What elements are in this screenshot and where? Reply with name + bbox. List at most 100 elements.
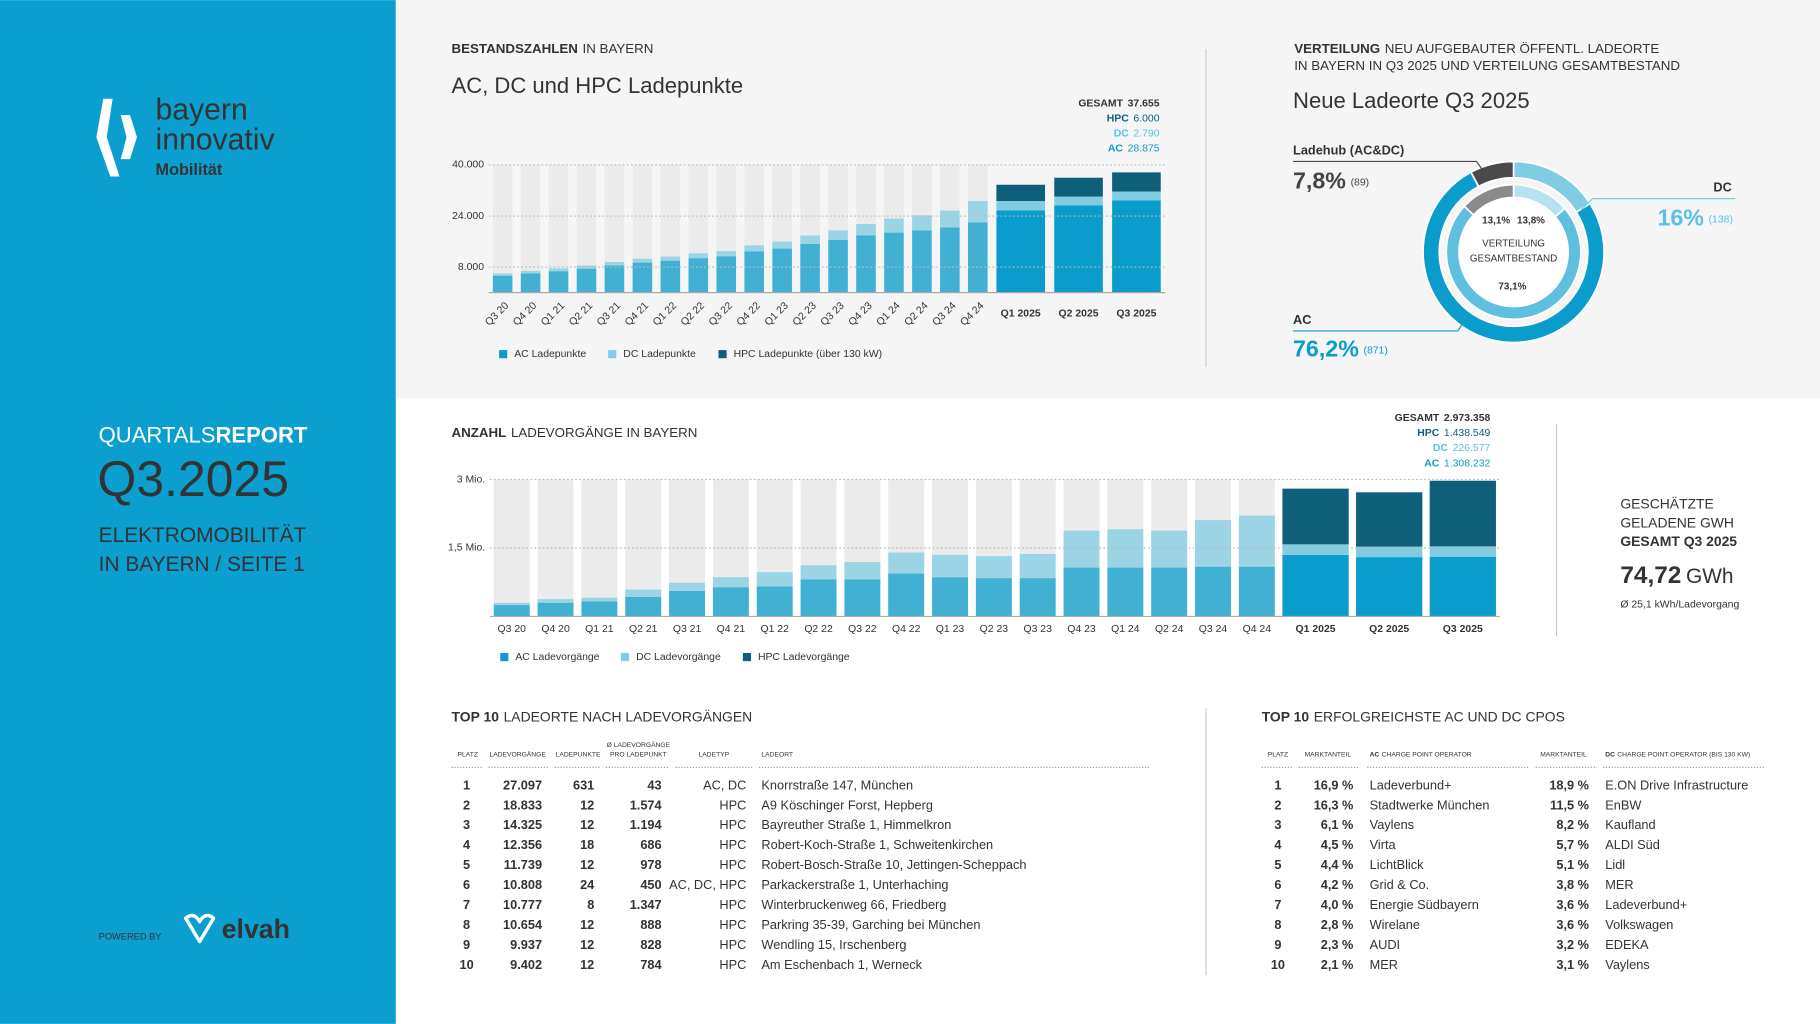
table-cell: HPC bbox=[719, 797, 746, 812]
table-cell: 9.937 bbox=[510, 937, 542, 952]
table-cell: 5 bbox=[1274, 857, 1281, 872]
pie-segment bbox=[1462, 183, 1515, 217]
chart-heading: VERTEILUNG NEU AUFGEBAUTER ÖFFENTL. LADEO… bbox=[1294, 40, 1659, 55]
table-cell: 4,2 % bbox=[1321, 877, 1354, 892]
chart-heading: IN BAYERN IN Q3 2025 UND VERTEILUNG GESA… bbox=[1294, 58, 1680, 73]
chart-heading-part: ANZAHL bbox=[452, 425, 507, 440]
table-cell: Robert-Bosch-Straße 10, Jettingen-Schepp… bbox=[761, 857, 1026, 872]
table-cell: 6 bbox=[1274, 877, 1281, 892]
table-cell: 18,9 % bbox=[1549, 777, 1589, 792]
bar-segment bbox=[772, 248, 792, 293]
table-cell: E.ON Drive Infrastructure bbox=[1605, 777, 1748, 792]
bar-segment bbox=[1112, 200, 1161, 293]
bar-segment bbox=[604, 261, 625, 266]
bar-segment bbox=[1356, 492, 1423, 547]
bar-segment bbox=[828, 239, 848, 293]
pie-center bbox=[1460, 198, 1567, 306]
table-cell: Kaufland bbox=[1605, 817, 1655, 832]
table-cell: 1.574 bbox=[630, 797, 663, 812]
table-cell: 4 bbox=[1274, 837, 1282, 852]
table-cell: 3,6 % bbox=[1556, 897, 1589, 912]
chart-heading-part: IN BAYERN bbox=[583, 40, 654, 55]
bar-segment bbox=[940, 227, 960, 293]
column-header: MARKTANTEIL bbox=[1305, 751, 1352, 758]
bar-segment bbox=[1282, 544, 1349, 555]
bar-segment bbox=[1019, 578, 1056, 617]
table-cell: AC, DC bbox=[703, 777, 746, 792]
table-cell: MER bbox=[1605, 877, 1633, 892]
bar-segment bbox=[492, 273, 513, 276]
x-tick-label: Q4 20 bbox=[541, 624, 570, 635]
table-cell: Bayreuther Straße 1, Himmelkron bbox=[761, 817, 951, 832]
table-cell: Grid & Co. bbox=[1370, 877, 1430, 892]
leader-line bbox=[1293, 320, 1466, 332]
bar-segment bbox=[520, 270, 541, 274]
bar-segment bbox=[688, 258, 709, 293]
stat-line: GESAMT Q3 2025 bbox=[1620, 533, 1737, 549]
table-cell: 3 bbox=[463, 817, 470, 832]
x-tick-label: Q4 24 bbox=[1243, 624, 1272, 635]
total-part: HPC bbox=[1107, 113, 1129, 124]
x-tick-label: Q2 22 bbox=[804, 624, 833, 635]
pie-value-part: (871) bbox=[1363, 345, 1387, 356]
inner-value-label: 13,8% bbox=[1517, 215, 1545, 226]
chart-title: Neue Ladeorte Q3 2025 bbox=[1293, 88, 1530, 113]
table-heading-part: ERFOLGREICHSTE AC UND DC CPOS bbox=[1314, 708, 1565, 724]
legend-label: HPC Ladevorgänge bbox=[758, 652, 850, 663]
total-part: HPC bbox=[1417, 428, 1439, 439]
x-tick-label: Q3 2025 bbox=[1116, 308, 1156, 319]
column-header: LADETYP bbox=[699, 751, 730, 758]
table-cell: 631 bbox=[573, 777, 594, 792]
table-cell: 8 bbox=[463, 917, 470, 932]
chart-heading-part: VERTEILUNG bbox=[1294, 40, 1380, 55]
table-cell: 16,9 % bbox=[1314, 777, 1354, 792]
bar-segment bbox=[1195, 520, 1231, 567]
table-cell: 1.194 bbox=[630, 817, 663, 832]
table-cell: 43 bbox=[647, 777, 661, 792]
table-cell: Ladeverbund+ bbox=[1370, 777, 1452, 792]
total: DC 226.577 bbox=[1433, 443, 1491, 454]
x-tick-label: Q3 22 bbox=[848, 624, 877, 635]
table-cell: 686 bbox=[640, 837, 661, 852]
bar-segment bbox=[669, 590, 706, 617]
pie-value: 16% (138) bbox=[1657, 205, 1732, 231]
bar-segment bbox=[856, 235, 876, 293]
subtitle: IN BAYERN / SEITE 1 bbox=[99, 553, 305, 576]
bar-segment bbox=[688, 253, 709, 259]
chart-heading-part: BESTANDSZAHLEN bbox=[452, 40, 578, 55]
total-part: DC bbox=[1433, 443, 1449, 454]
table-cell: 2,3 % bbox=[1321, 937, 1354, 952]
report-label-part: REPORT bbox=[215, 422, 307, 447]
bar-segment bbox=[968, 201, 988, 223]
pie-segment bbox=[1422, 170, 1605, 344]
table-cell: 9.402 bbox=[510, 957, 542, 972]
column-bg bbox=[520, 164, 541, 293]
stat-value: 74,72 GWh bbox=[1620, 562, 1733, 589]
x-tick-label: Q4 21 bbox=[717, 624, 746, 635]
table-cell: EnBW bbox=[1605, 797, 1641, 812]
table-cell: 4,5 % bbox=[1321, 837, 1354, 852]
pie-segment bbox=[1445, 204, 1582, 321]
pie-category: Ladehub (AC&DC) bbox=[1293, 142, 1404, 157]
table-cell: MER bbox=[1370, 957, 1398, 972]
table-cell: Stadtwerke München bbox=[1370, 797, 1490, 812]
table-cell: Lidl bbox=[1605, 857, 1625, 872]
table-cell: 5 bbox=[463, 857, 470, 872]
table-cell: EDEKA bbox=[1605, 937, 1649, 952]
column-header: LADEORT bbox=[761, 751, 793, 758]
table-cell: 450 bbox=[640, 877, 661, 892]
bar-segment bbox=[1054, 205, 1103, 293]
table-cell: 18.833 bbox=[503, 797, 542, 812]
pie-value-part: 16% bbox=[1657, 205, 1704, 231]
x-tick-label: Q3 20 bbox=[498, 624, 527, 635]
brand: bayern bbox=[156, 94, 248, 127]
bar-segment bbox=[581, 597, 618, 602]
table-cell: 1 bbox=[463, 777, 470, 792]
bar-segment bbox=[1151, 567, 1188, 617]
column-header: DC CHARGE POINT OPERATOR (BIS 130 KW) bbox=[1605, 751, 1750, 758]
table-cell: 978 bbox=[640, 857, 661, 872]
column-bg bbox=[548, 164, 569, 293]
table-cell: 8,2 % bbox=[1556, 817, 1589, 832]
total: HPC 6.000 bbox=[1107, 113, 1160, 124]
table-cell: 10 bbox=[460, 957, 474, 972]
